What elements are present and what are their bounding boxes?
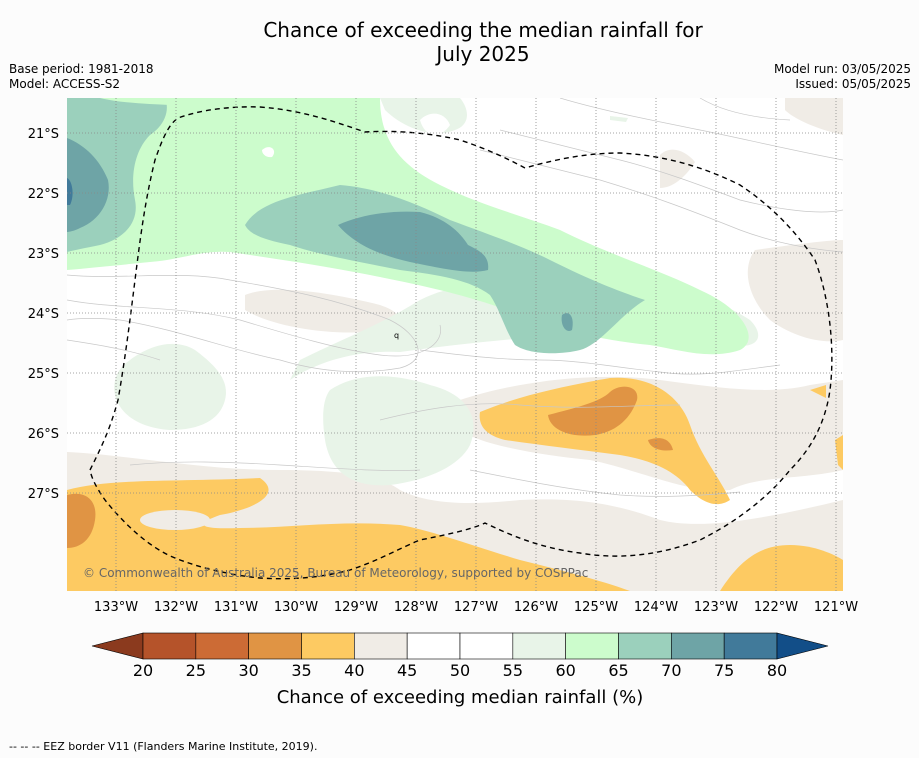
lon-label: 129°W bbox=[334, 600, 378, 615]
colorbar-segment bbox=[142, 632, 197, 660]
colorbar-tick-label: 20 bbox=[133, 661, 153, 680]
colorbar-tick-label: 80 bbox=[767, 661, 787, 680]
eez-footnote: -- -- -- EEZ border V11 (Flanders Marine… bbox=[9, 740, 318, 753]
colorbar-segment bbox=[195, 632, 249, 660]
region-35-40-southeast bbox=[720, 545, 843, 591]
region-55-60-west bbox=[114, 343, 226, 430]
colorbar-segment bbox=[565, 632, 619, 660]
region-70-75-central bbox=[338, 211, 489, 272]
lon-label: 122°W bbox=[754, 600, 798, 615]
region-30-35-centre bbox=[548, 386, 638, 436]
colorbar-extend-low bbox=[91, 632, 144, 660]
colorbar-tick-label: 50 bbox=[450, 661, 470, 680]
lon-label: 121°W bbox=[814, 600, 858, 615]
colorbar-tick-label: 60 bbox=[555, 661, 575, 680]
colorbar-tick-label: 30 bbox=[238, 661, 258, 680]
longitude-labels: 133°W 132°W 131°W 130°W 129°W 128°W 127°… bbox=[94, 600, 858, 615]
region-75-80-west bbox=[67, 178, 73, 205]
eez-border bbox=[89, 106, 833, 580]
lat-label: 21°S bbox=[28, 127, 59, 142]
lat-label: 26°S bbox=[28, 427, 59, 442]
model-name: Model: ACCESS-S2 bbox=[9, 77, 121, 91]
colorbar-tick-label: 75 bbox=[714, 661, 734, 680]
region-35-40-south bbox=[67, 478, 630, 591]
colorbar-title: Chance of exceeding median rainfall (%) bbox=[277, 687, 644, 708]
colorbar-tick-label: 40 bbox=[344, 661, 364, 680]
lat-label: 27°S bbox=[28, 487, 59, 502]
colorbar-tick-label: 55 bbox=[503, 661, 523, 680]
region-30-35-southwest bbox=[67, 493, 96, 548]
lon-label: 128°W bbox=[394, 600, 438, 615]
lat-label: 25°S bbox=[28, 367, 59, 382]
lat-label: 23°S bbox=[28, 247, 59, 262]
map-title: Chance of exceeding the median rainfall … bbox=[0, 18, 919, 66]
lon-label: 126°W bbox=[514, 600, 558, 615]
colorbar-tick-label: 70 bbox=[661, 661, 681, 680]
lon-label: 127°W bbox=[454, 600, 498, 615]
region-70-75-west bbox=[67, 138, 109, 232]
issued-date: Issued: 05/05/2025 bbox=[795, 77, 911, 91]
lat-label: 22°S bbox=[28, 187, 59, 202]
lon-label: 131°W bbox=[214, 600, 258, 615]
colorbar: 20 25 30 35 40 45 50 55 60 65 70 75 80 bbox=[91, 632, 829, 680]
lon-label: 132°W bbox=[154, 600, 198, 615]
contour-lines bbox=[67, 98, 843, 497]
colorbar-extend-high bbox=[776, 632, 829, 660]
colorbar-segment bbox=[459, 632, 514, 660]
colorbar-segment bbox=[354, 632, 408, 660]
region-45-50-northeast bbox=[785, 98, 843, 135]
metadata-left: Base period: 1981-2018 Model: ACCESS-S2 bbox=[9, 62, 154, 92]
colorbar-tick-label: 25 bbox=[186, 661, 206, 680]
lon-label: 125°W bbox=[574, 600, 618, 615]
graticule bbox=[67, 98, 843, 591]
lon-label: 133°W bbox=[94, 600, 138, 615]
title-line-1: Chance of exceeding the median rainfall … bbox=[263, 18, 703, 42]
region-45-50-east bbox=[747, 240, 843, 342]
colorbar-segment bbox=[618, 632, 672, 660]
colorbar-segment bbox=[671, 632, 725, 660]
copyright-credit: © Commonwealth of Australia 2025, Bureau… bbox=[83, 566, 588, 580]
region-35-40-centre bbox=[479, 377, 730, 505]
model-run-date: Model run: 03/05/2025 bbox=[773, 62, 911, 76]
lat-label: 24°S bbox=[28, 307, 59, 322]
colorbar-segment bbox=[301, 632, 355, 660]
colorbar-tick-label: 65 bbox=[608, 661, 628, 680]
map-plot-area: q © Commonwealth of Australia 2025, Bure… bbox=[67, 98, 843, 591]
title-line-2: July 2025 bbox=[436, 42, 530, 66]
base-period: Base period: 1981-2018 bbox=[9, 62, 154, 76]
lon-label: 124°W bbox=[634, 600, 678, 615]
colorbar-segment bbox=[406, 632, 461, 660]
latitude-labels: 21°S 22°S 23°S 24°S 25°S 26°S 27°S bbox=[28, 127, 59, 502]
colorbar-segment bbox=[248, 632, 302, 660]
colorbar-segment bbox=[512, 632, 566, 660]
colorbar-segment bbox=[723, 632, 778, 660]
region-55-60-blob bbox=[323, 376, 474, 486]
contour-label: q bbox=[394, 331, 399, 340]
colorbar-tick-label: 45 bbox=[397, 661, 417, 680]
lon-label: 130°W bbox=[274, 600, 318, 615]
colorbar-tick-label: 35 bbox=[291, 661, 311, 680]
region-45-50-west bbox=[245, 289, 400, 333]
lon-label: 123°W bbox=[694, 600, 738, 615]
metadata-right: Model run: 03/05/2025 Issued: 05/05/2025 bbox=[774, 62, 911, 92]
